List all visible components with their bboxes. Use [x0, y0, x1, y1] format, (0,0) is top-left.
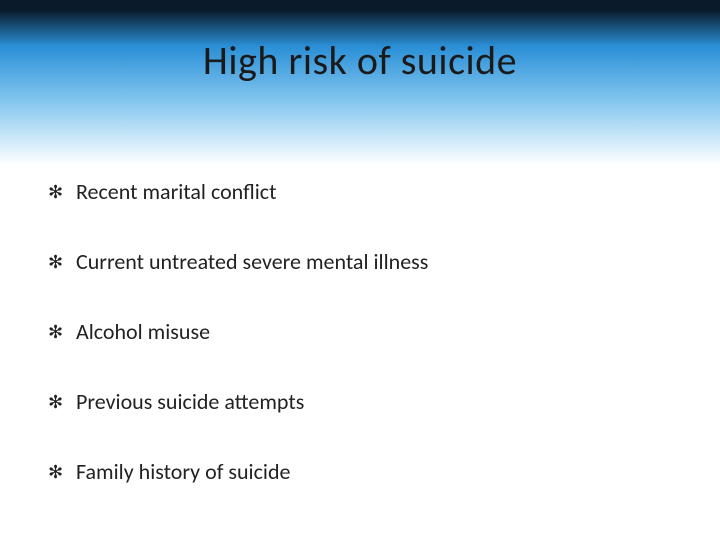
bullet-text: Family history of suicide [76, 458, 290, 486]
bullet-text: Alcohol misuse [76, 318, 210, 346]
list-item: ✻ Previous suicide attempts [48, 388, 672, 416]
bullet-text: Recent marital conflict [76, 178, 276, 206]
bullet-icon: ✻ [48, 388, 76, 416]
list-item: ✻ Recent marital conflict [48, 178, 672, 206]
list-item: ✻ Current untreated severe mental illnes… [48, 248, 672, 276]
bullet-list: ✻ Recent marital conflict ✻ Current untr… [48, 178, 672, 528]
bullet-text: Current untreated severe mental illness [76, 248, 428, 276]
list-item: ✻ Alcohol misuse [48, 318, 672, 346]
slide-title: High risk of suicide [0, 36, 720, 85]
bullet-icon: ✻ [48, 178, 76, 206]
bullet-text: Previous suicide attempts [76, 388, 304, 416]
bullet-icon: ✻ [48, 248, 76, 276]
bullet-icon: ✻ [48, 458, 76, 486]
bullet-icon: ✻ [48, 318, 76, 346]
list-item: ✻ Family history of suicide [48, 458, 672, 486]
